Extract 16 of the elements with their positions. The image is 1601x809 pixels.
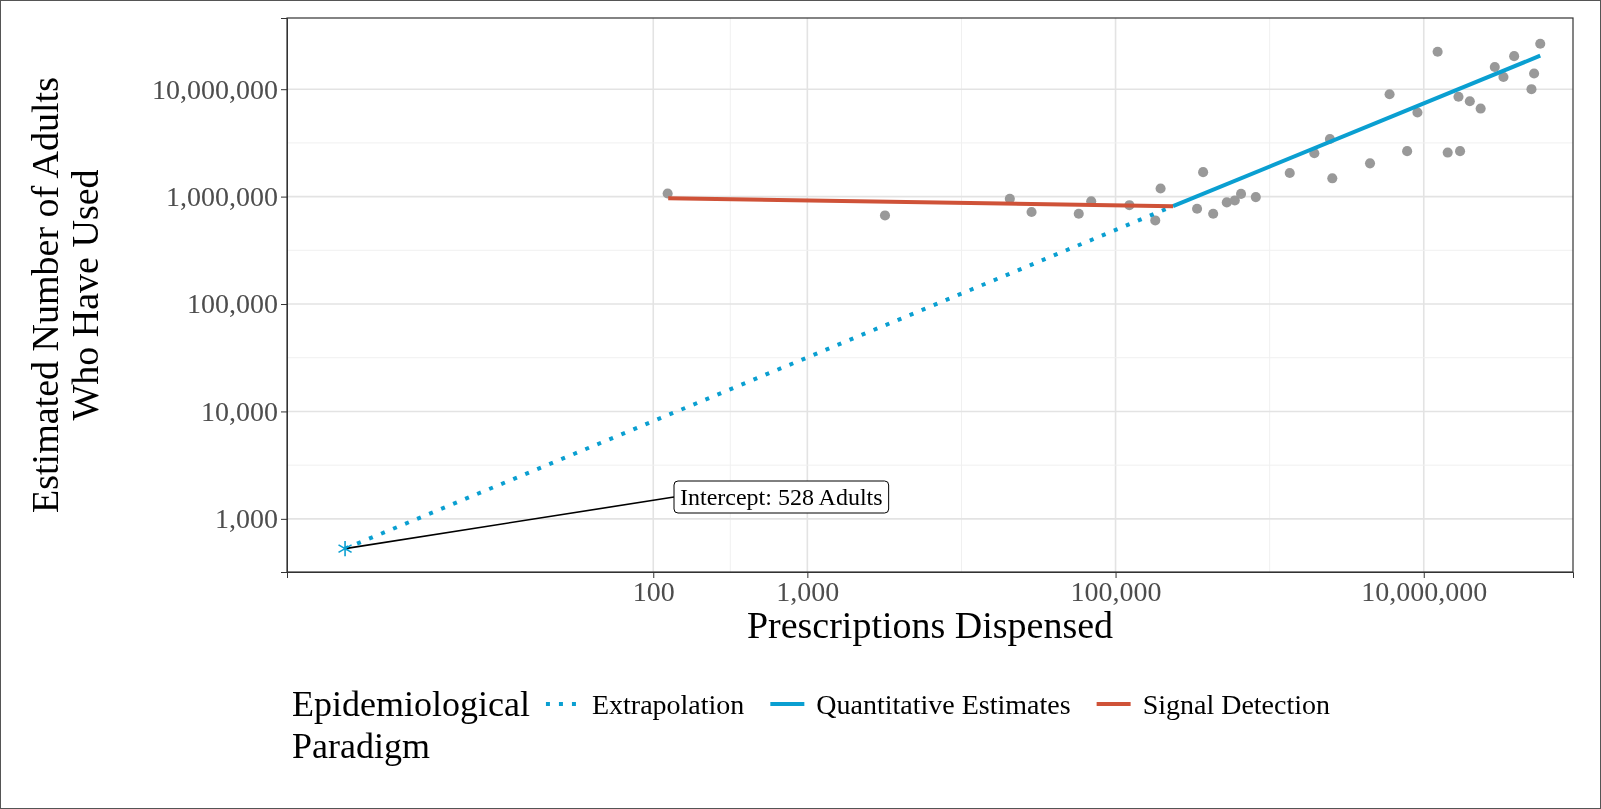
x-axis-title: Prescriptions Dispensed — [746, 604, 1114, 646]
x-tick-label: 100 — [632, 575, 675, 607]
y-tick-label: 100,000 — [187, 288, 278, 320]
annotation: Intercept: 528 Adults — [680, 484, 883, 510]
y-tick-label: 10,000,000 — [152, 73, 278, 105]
legend-label: Extrapolation — [591, 689, 745, 720]
legend-label: Signal Detection — [1142, 689, 1331, 720]
y-tick-label: 1,000,000 — [166, 181, 278, 213]
x-tick-label: 1,000 — [776, 575, 840, 607]
x-tick-label: 100,000 — [1070, 575, 1162, 607]
y-tick-label: 1,000 — [215, 503, 278, 535]
y-tick-label: 10,000 — [201, 395, 278, 427]
legend-label: Quantitative Estimates — [816, 689, 1071, 720]
legend-title: Epidemiological Paradigm — [292, 684, 530, 766]
y-axis-title: Estimated Number of Adults Who Have Used — [24, 77, 106, 513]
x-tick-label: 10,000,000 — [1361, 575, 1488, 607]
